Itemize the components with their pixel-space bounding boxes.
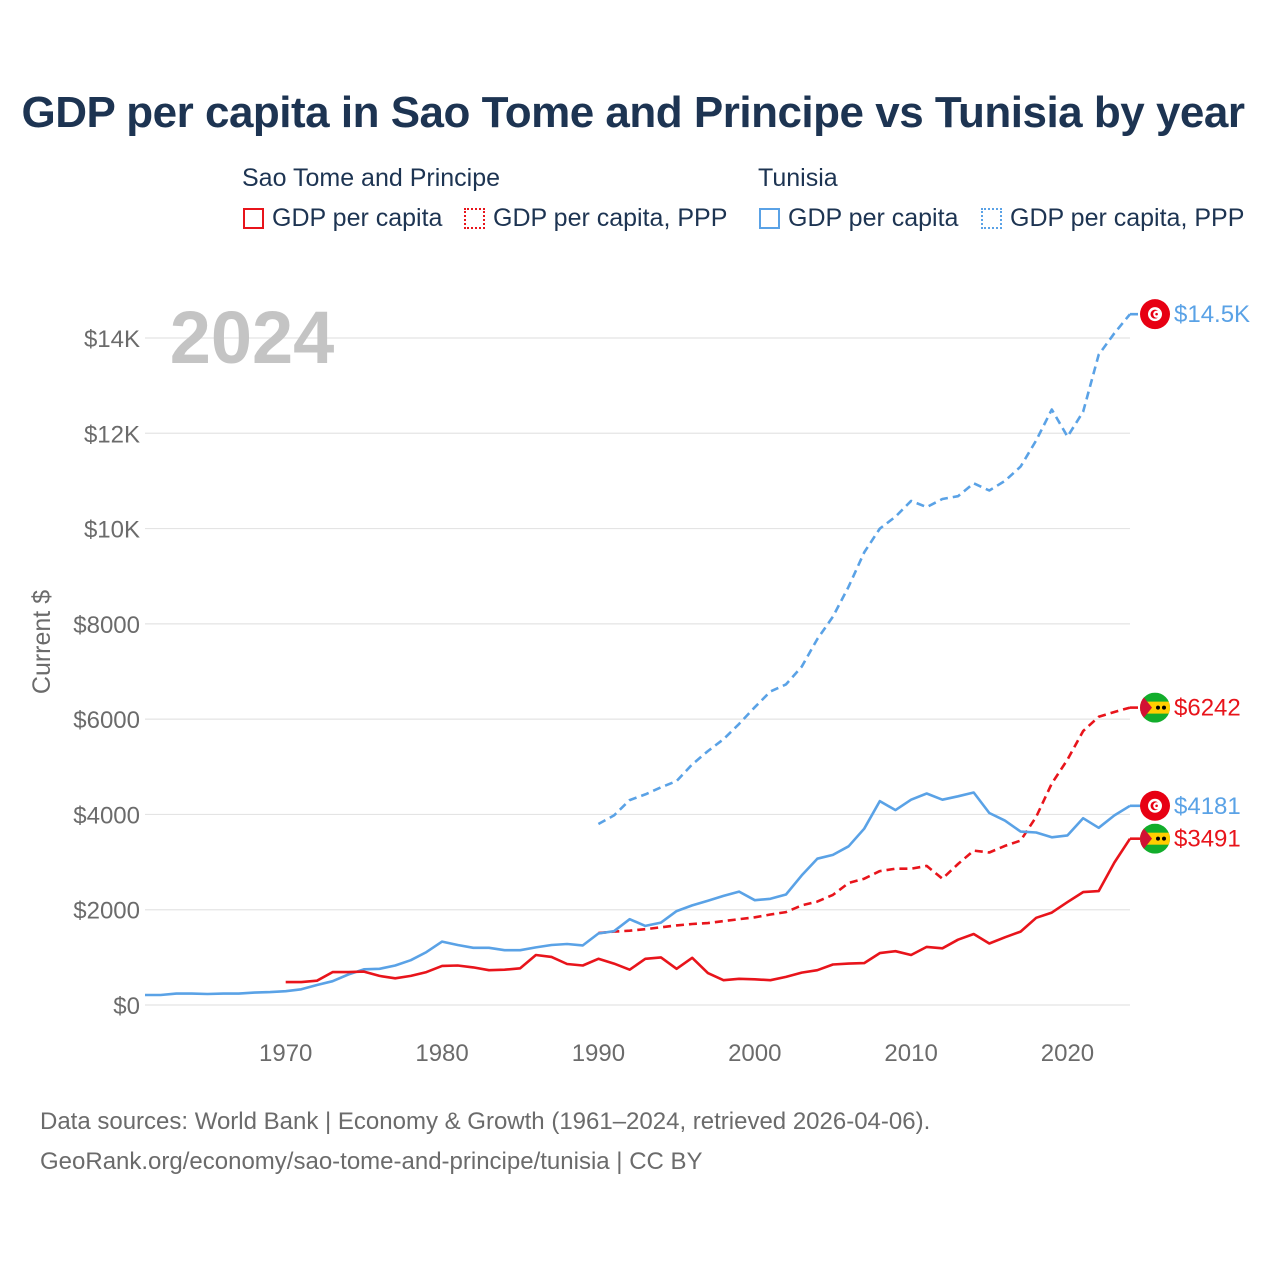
series-end-label: $3491 xyxy=(1174,826,1241,853)
end-labels: $14.5K $6242 $4181 $3491 xyxy=(1140,299,1250,854)
x-tick-label: 2010 xyxy=(884,1040,937,1067)
legend-item-label: GDP per capita xyxy=(788,204,959,232)
legend-swatch-solid xyxy=(759,208,780,229)
y-tick-label: $0 xyxy=(113,993,140,1020)
legend-item-sao-tome-gdp-ppp[interactable]: GDP per capita, PPP xyxy=(464,204,727,233)
y-tick-label: $12K xyxy=(84,421,140,448)
y-tick-label: $14K xyxy=(84,326,140,353)
chart-title: GDP per capita in Sao Tome and Principe … xyxy=(21,88,1245,137)
y-tick-label: $4000 xyxy=(73,802,140,829)
legend-group-sao-tome: Sao Tome and Principe xyxy=(242,164,501,192)
series-end-label: $4181 xyxy=(1174,793,1241,820)
legend-item-tunisia-gdp-ppp[interactable]: GDP per capita, PPP xyxy=(981,204,1244,233)
series-end-label: $14.5K xyxy=(1174,301,1250,328)
y-tick-label: $6000 xyxy=(73,707,140,734)
y-tick-label: $10K xyxy=(84,517,140,544)
series-end-label: $6242 xyxy=(1174,695,1241,722)
x-tick-label: 1980 xyxy=(415,1040,468,1067)
legend-swatch-dotted xyxy=(464,208,485,229)
series xyxy=(145,312,1142,997)
legend-item-sao-tome-gdp[interactable]: GDP per capita xyxy=(243,204,442,233)
x-tick-label: 1990 xyxy=(572,1040,625,1067)
legend-item-label: GDP per capita, PPP xyxy=(1010,204,1245,232)
x-tick-label: 2020 xyxy=(1041,1040,1094,1067)
tunisia-flag-icon xyxy=(1140,299,1170,330)
sao-tome-flag-icon xyxy=(1140,823,1170,854)
tunisia-flag-icon xyxy=(1140,790,1170,821)
year-watermark: 2024 xyxy=(170,296,335,379)
footer-sources: Data sources: World Bank | Economy & Gro… xyxy=(40,1108,931,1135)
y-axis-label: Current $ xyxy=(28,590,56,694)
legend-item-label: GDP per capita xyxy=(272,204,443,232)
sao-tome-flag-icon xyxy=(1140,692,1170,723)
y-tick-label: $8000 xyxy=(73,612,140,639)
x-tick-label: 2000 xyxy=(728,1040,781,1067)
x-tick-label: 1970 xyxy=(259,1040,312,1067)
legend-item-tunisia-gdp[interactable]: GDP per capita xyxy=(759,204,958,233)
legend-swatch-solid xyxy=(243,208,264,229)
series-line-0 xyxy=(597,313,1132,826)
y-tick-label: $2000 xyxy=(73,898,140,925)
axes: $0 $2000 $4000 $6000 $8000 $10K $12K $14K 1970 19… xyxy=(73,326,1094,1067)
grid xyxy=(145,337,1130,1006)
legend-item-label: GDP per capita, PPP xyxy=(493,204,728,232)
series-line-1 xyxy=(598,706,1131,935)
legend-swatch-dotted xyxy=(981,208,1002,229)
series-line-3 xyxy=(285,837,1132,984)
series-line-2 xyxy=(145,791,1131,997)
footer-attribution: GeoRank.org/economy/sao-tome-and-princip… xyxy=(40,1148,703,1175)
legend-group-tunisia: Tunisia xyxy=(758,164,838,192)
